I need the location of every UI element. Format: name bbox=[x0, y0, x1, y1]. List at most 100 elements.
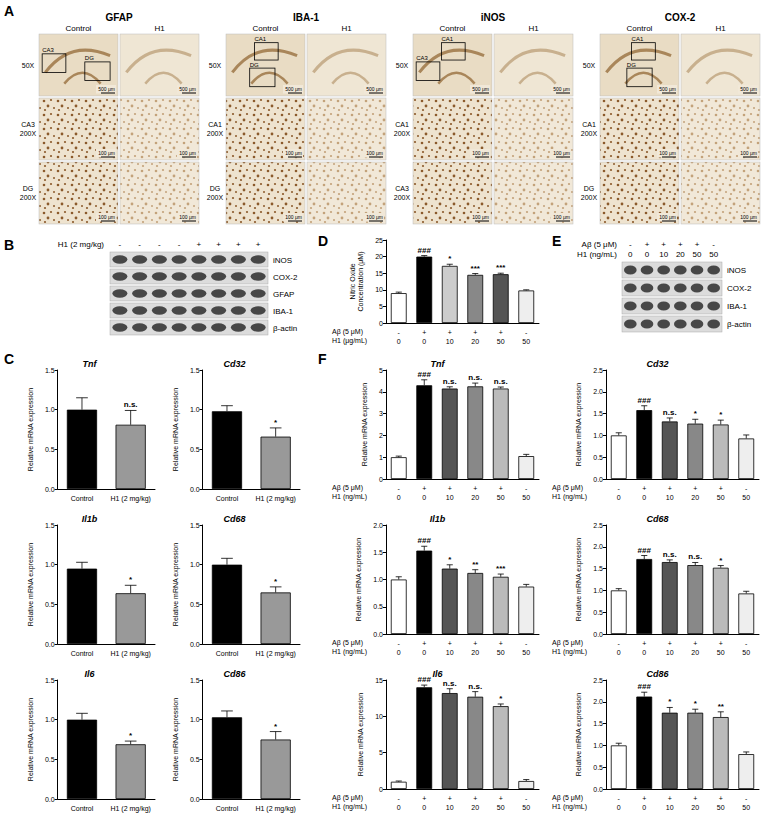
svg-text:0.0: 0.0 bbox=[190, 641, 200, 648]
svg-text:1.0: 1.0 bbox=[190, 561, 200, 568]
svg-text:n.s.: n.s. bbox=[468, 682, 482, 691]
svg-text:Control: Control bbox=[216, 805, 239, 812]
svg-text:20: 20 bbox=[676, 250, 685, 259]
svg-text:Control: Control bbox=[66, 24, 92, 33]
svg-text:0.0: 0.0 bbox=[45, 486, 55, 493]
svg-text:100 μm: 100 μm bbox=[553, 150, 570, 156]
svg-text:+: + bbox=[216, 240, 221, 249]
svg-text:20: 20 bbox=[691, 494, 699, 501]
svg-text:CA3: CA3 bbox=[42, 47, 54, 53]
svg-text:25: 25 bbox=[375, 237, 383, 244]
svg-text:20: 20 bbox=[471, 649, 479, 656]
svg-text:15: 15 bbox=[375, 270, 383, 277]
svg-text:+: + bbox=[499, 485, 503, 492]
svg-text:Aβ (5 μM): Aβ (5 μM) bbox=[552, 639, 583, 647]
svg-text:Relative mRNA expression: Relative mRNA expression bbox=[172, 698, 180, 781]
svg-text:1.0: 1.0 bbox=[593, 742, 603, 749]
svg-text:Tnf: Tnf bbox=[83, 359, 98, 369]
svg-text:DG: DG bbox=[85, 55, 94, 61]
svg-text:Aβ (5 μM): Aβ (5 μM) bbox=[332, 794, 363, 802]
svg-text:+: + bbox=[719, 640, 723, 647]
svg-text:0.5: 0.5 bbox=[45, 756, 55, 763]
svg-text:+: + bbox=[661, 240, 666, 249]
svg-text:B: B bbox=[4, 237, 14, 253]
svg-text:0: 0 bbox=[397, 649, 401, 656]
svg-text:*: * bbox=[694, 699, 698, 708]
svg-text:100 μm: 100 μm bbox=[179, 150, 196, 156]
svg-text:Control: Control bbox=[627, 24, 653, 33]
svg-text:0.0: 0.0 bbox=[45, 796, 55, 803]
svg-text:0: 0 bbox=[397, 338, 401, 345]
svg-text:50: 50 bbox=[717, 804, 725, 811]
svg-text:200X: 200X bbox=[581, 130, 598, 137]
svg-text:50: 50 bbox=[522, 804, 530, 811]
svg-text:Relative mRNA expression: Relative mRNA expression bbox=[27, 388, 35, 471]
svg-text:100 μm: 100 μm bbox=[659, 150, 676, 156]
svg-text:0.5: 0.5 bbox=[45, 446, 55, 453]
svg-text:100 μm: 100 μm bbox=[740, 150, 757, 156]
svg-text:+: + bbox=[668, 485, 672, 492]
svg-text:5: 5 bbox=[379, 749, 383, 756]
svg-text:###: ### bbox=[418, 370, 432, 379]
svg-text:0: 0 bbox=[617, 494, 621, 501]
svg-text:DG: DG bbox=[210, 185, 221, 192]
svg-text:50: 50 bbox=[522, 494, 530, 501]
svg-text:Aβ (5 μM): Aβ (5 μM) bbox=[332, 484, 363, 492]
svg-text:2.0: 2.0 bbox=[593, 543, 603, 550]
svg-text:-: - bbox=[618, 640, 621, 647]
svg-text:H1 (2 mg/kg): H1 (2 mg/kg) bbox=[58, 240, 105, 249]
svg-text:1.5: 1.5 bbox=[190, 677, 200, 684]
svg-text:200X: 200X bbox=[20, 194, 37, 201]
svg-text:1.0: 1.0 bbox=[593, 587, 603, 594]
svg-text:*: * bbox=[448, 254, 452, 263]
svg-text:+: + bbox=[642, 640, 646, 647]
svg-text:H1 (ng/mL): H1 (ng/mL) bbox=[552, 493, 587, 501]
svg-text:0.0: 0.0 bbox=[45, 641, 55, 648]
svg-text:CA3: CA3 bbox=[416, 55, 428, 61]
svg-text:200X: 200X bbox=[207, 194, 224, 201]
svg-text:1.5: 1.5 bbox=[593, 410, 603, 417]
svg-text:-: - bbox=[525, 640, 528, 647]
svg-text:Relative mRNA expression: Relative mRNA expression bbox=[27, 698, 35, 781]
svg-text:###: ### bbox=[418, 246, 432, 255]
svg-text:+: + bbox=[695, 240, 700, 249]
svg-text:100 μm: 100 μm bbox=[472, 150, 489, 156]
svg-text:H1 (ng/mL): H1 (ng/mL) bbox=[332, 648, 367, 656]
svg-text:###: ### bbox=[638, 682, 652, 691]
svg-text:n.s.: n.s. bbox=[443, 679, 457, 688]
svg-text:100 μm: 100 μm bbox=[285, 214, 302, 220]
svg-text:500 μm: 500 μm bbox=[285, 86, 302, 92]
svg-text:+: + bbox=[256, 240, 261, 249]
svg-text:Relative mRNA expression: Relative mRNA expression bbox=[575, 538, 583, 621]
svg-text:1.0: 1.0 bbox=[45, 561, 55, 568]
svg-text:100 μm: 100 μm bbox=[366, 150, 383, 156]
svg-text:Control: Control bbox=[253, 24, 279, 33]
svg-text:β-actin: β-actin bbox=[727, 320, 751, 329]
svg-text:-: - bbox=[138, 240, 141, 249]
svg-text:A: A bbox=[4, 3, 14, 19]
svg-text:20: 20 bbox=[691, 804, 699, 811]
svg-text:H1 (ng/mL): H1 (ng/mL) bbox=[552, 803, 587, 811]
svg-text:1: 1 bbox=[379, 454, 383, 461]
svg-text:1.5: 1.5 bbox=[45, 367, 55, 374]
svg-text:200X: 200X bbox=[394, 194, 411, 201]
svg-text:500 μm: 500 μm bbox=[659, 86, 676, 92]
svg-text:0: 0 bbox=[422, 494, 426, 501]
svg-text:0: 0 bbox=[422, 649, 426, 656]
svg-text:Cd68: Cd68 bbox=[646, 514, 668, 524]
svg-text:Aβ (5 μM): Aβ (5 μM) bbox=[332, 328, 363, 336]
svg-text:500 μm: 500 μm bbox=[553, 86, 570, 92]
svg-text:+: + bbox=[473, 795, 477, 802]
svg-text:CA1: CA1 bbox=[208, 121, 222, 128]
svg-text:+: + bbox=[473, 640, 477, 647]
svg-text:Aβ (5 μM): Aβ (5 μM) bbox=[582, 240, 618, 249]
svg-text:E: E bbox=[552, 233, 561, 249]
svg-text:4: 4 bbox=[379, 388, 383, 395]
svg-text:Relative mRNA expression: Relative mRNA expression bbox=[172, 543, 180, 626]
svg-text:H1: H1 bbox=[341, 24, 352, 33]
svg-text:500 μm: 500 μm bbox=[472, 86, 489, 92]
svg-text:Cd32: Cd32 bbox=[646, 359, 668, 369]
svg-text:+: + bbox=[448, 329, 452, 336]
svg-text:Control: Control bbox=[216, 650, 239, 657]
svg-text:2.0: 2.0 bbox=[373, 522, 383, 529]
